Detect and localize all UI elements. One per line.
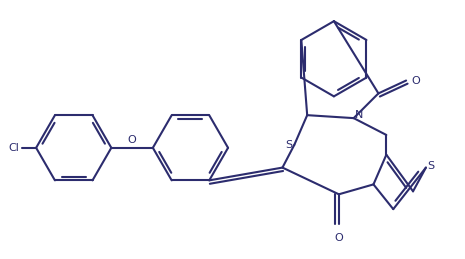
Text: S: S [427,161,434,171]
Text: Cl: Cl [8,143,19,153]
Text: S: S [285,140,292,150]
Text: O: O [412,76,420,85]
Text: O: O [128,135,136,145]
Text: O: O [334,233,343,243]
Text: N: N [354,110,363,120]
